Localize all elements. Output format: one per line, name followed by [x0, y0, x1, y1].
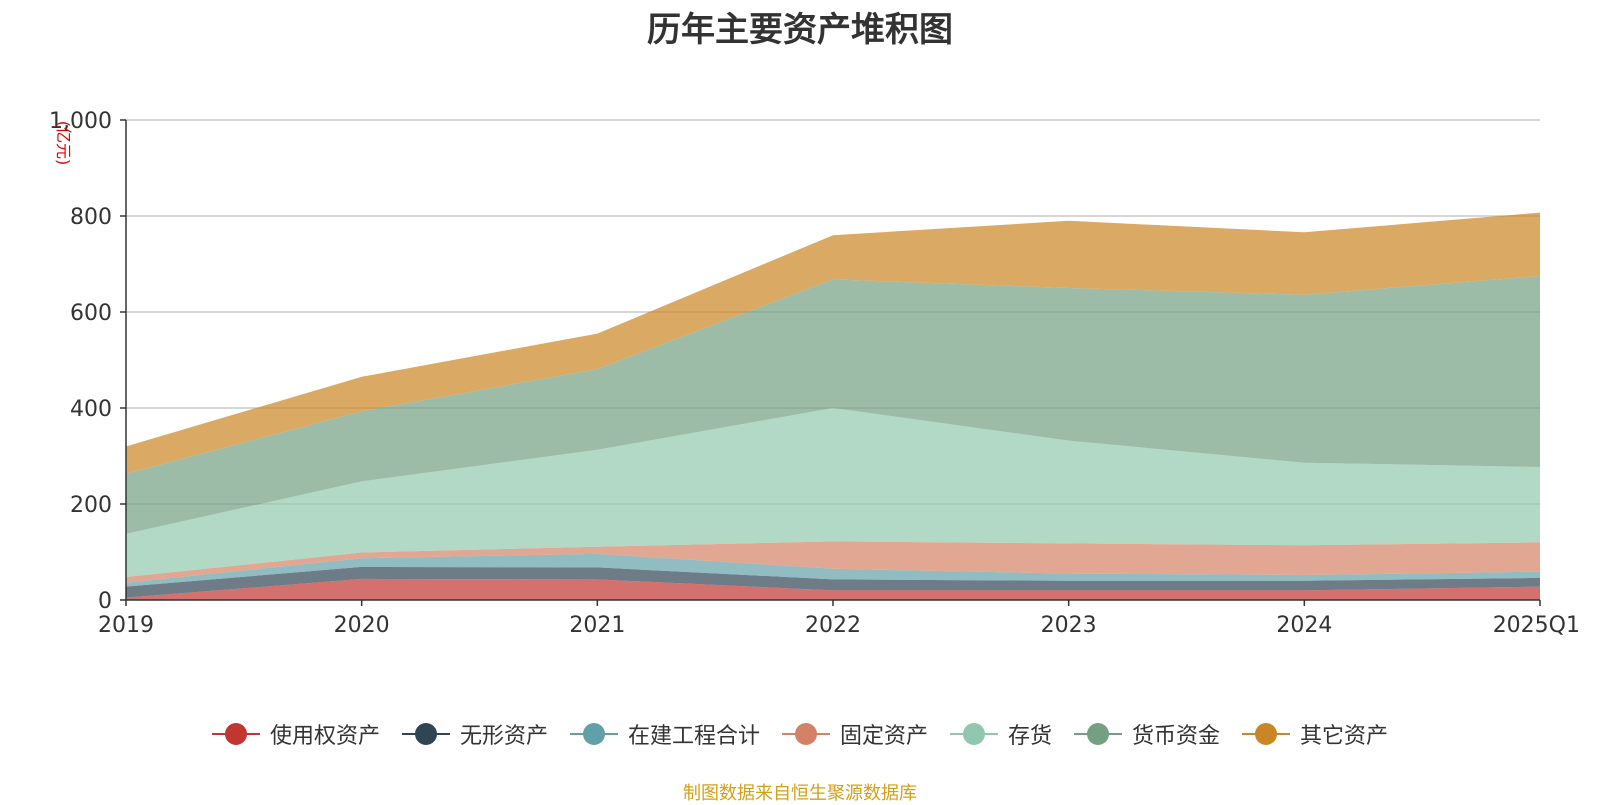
legend-marker-icon — [950, 722, 998, 746]
legend-marker-icon — [211, 722, 260, 746]
legend-label: 使用权资产 — [269, 724, 380, 749]
x-tick-label: 2022 — [805, 613, 861, 638]
area-使用权资产 — [126, 578, 1540, 600]
legend-label: 在建工程合计 — [627, 724, 760, 749]
x-tick-label: 2020 — [334, 613, 390, 638]
legend: 使用权资产 无形资产 在建工程合计 固定资产 存货 货币资金 其它资产 — [0, 718, 1600, 750]
legend-marker-icon — [569, 722, 618, 746]
legend-item[interactable]: 在建工程合计 — [569, 718, 760, 750]
chart-title: 历年主要资产堆积图 — [647, 10, 953, 50]
legend-label: 货币资金 — [1132, 724, 1221, 749]
legend-item[interactable]: 货币资金 — [1074, 718, 1220, 750]
y-tick-label: 400 — [70, 397, 112, 422]
legend-item[interactable]: 无形资产 — [401, 718, 548, 750]
y-tick-label: 600 — [70, 301, 112, 326]
area-series — [126, 212, 1540, 600]
x-tick-label: 2021 — [569, 613, 625, 638]
legend-marker-icon — [1242, 722, 1291, 746]
area-在建工程合计 — [126, 553, 1540, 587]
source-note: 制图数据来自恒生聚源数据库 — [683, 783, 917, 804]
x-tick-label: 2024 — [1276, 613, 1332, 638]
tick-labels: 0 200 400 600 800 1,000 2019 2020 2021 2022 2023 20… — [49, 109, 1580, 638]
legend-item[interactable]: 使用权资产 — [211, 718, 380, 750]
area-其它资产 — [126, 212, 1540, 474]
legend-item[interactable]: 存货 — [950, 718, 1052, 750]
area-固定资产 — [126, 541, 1540, 583]
x-tick-label: 2025Q1 — [1493, 613, 1580, 638]
area-货币资金 — [126, 276, 1540, 534]
y-tick-label: 200 — [70, 493, 112, 518]
area-无形资产 — [126, 566, 1540, 598]
legend-label: 无形资产 — [459, 724, 548, 749]
unit-label: (亿元) — [54, 121, 73, 166]
x-tick-label: 2019 — [98, 613, 154, 638]
axes — [120, 119, 1541, 606]
area-存货 — [126, 408, 1540, 577]
legend-marker-icon — [781, 722, 830, 746]
legend-item[interactable]: 其它资产 — [1242, 718, 1388, 750]
legend-label: 其它资产 — [1300, 724, 1389, 749]
legend-label: 固定资产 — [839, 724, 928, 749]
legend-item[interactable]: 固定资产 — [781, 718, 928, 750]
y-tick-label: 800 — [70, 205, 112, 230]
x-tick-label: 2023 — [1041, 613, 1097, 638]
legend-label: 存货 — [1008, 724, 1053, 749]
legend-marker-icon — [1074, 722, 1123, 746]
y-tick-label: 1,000 — [49, 109, 112, 134]
legend-marker-icon — [401, 722, 450, 746]
y-tick-label: 0 — [98, 589, 112, 614]
